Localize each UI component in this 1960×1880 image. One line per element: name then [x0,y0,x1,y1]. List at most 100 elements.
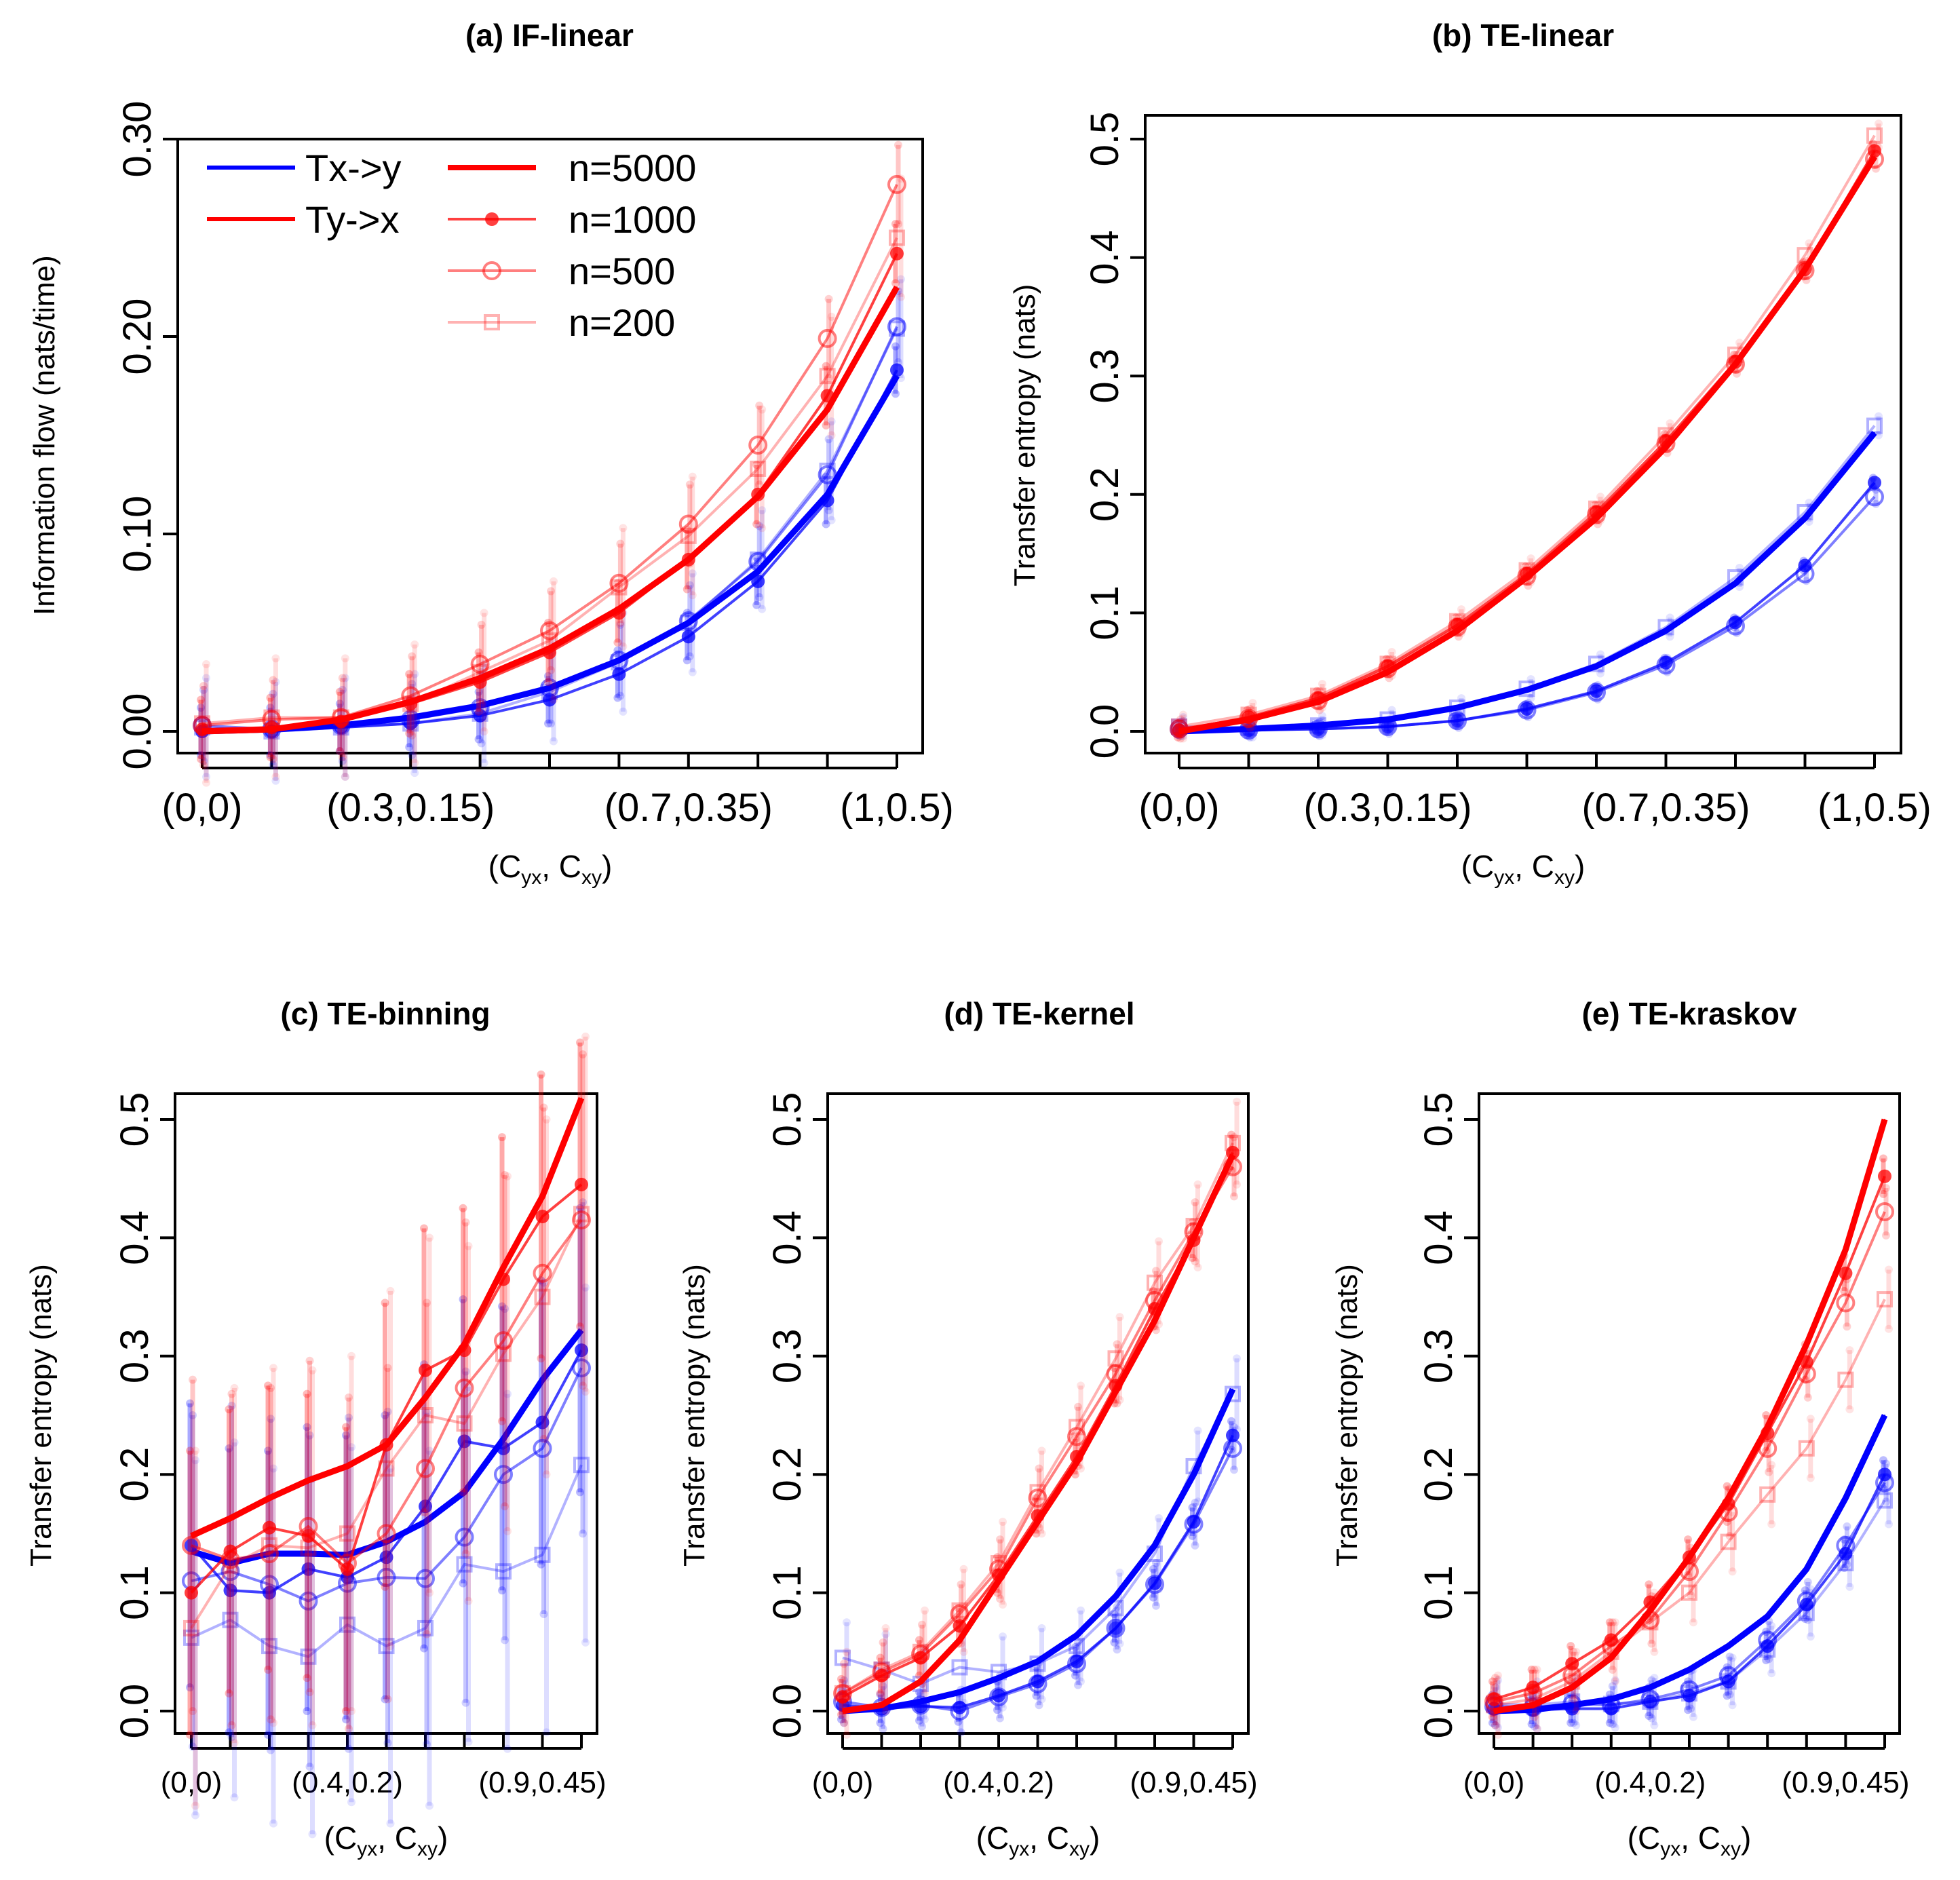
error-bar-cap [840,1676,848,1685]
series-Ty-x-n200 [1171,119,1883,743]
error-bar-cap [1875,431,1883,440]
error-bar-cap [1077,1464,1085,1473]
data-point [834,1649,851,1666]
data-point [229,1517,231,1519]
x-axis-label-part: , C [1029,1820,1069,1856]
data-point [1184,1514,1204,1534]
series-line [1178,158,1876,731]
error-bar-cap [1801,1340,1809,1349]
error-bar-cap [410,769,419,778]
data-point [1029,1484,1046,1501]
error-bar-cap [410,759,419,767]
error-bar-cap [338,756,347,765]
data-point [1378,717,1398,737]
data-point [819,462,836,479]
legend: Tx->y Ty->x n=5000 n=1000 n=500 n=200 [207,147,696,344]
error-bar-cap [1572,1721,1581,1729]
error-bar-cap [266,750,275,759]
data-point [1875,1473,1894,1493]
data-point [1240,706,1257,723]
data-point [1518,680,1535,697]
error-bar-cap [1494,1730,1502,1739]
data-point [1601,1695,1621,1715]
data-point [1720,1533,1737,1550]
error-bar-cap [1767,1461,1776,1470]
error-bar-cap [338,685,347,694]
error-bar-cap [1037,1529,1046,1538]
error-bar-cap [1605,1719,1614,1727]
error-bar-cap [581,1387,590,1396]
data-point [341,1562,354,1576]
error-bar-cap [824,435,833,444]
error-bar-cap [1805,517,1813,526]
data-point [541,1379,543,1381]
series-Tx-y-n5000 [1178,431,1877,735]
error-bar-cap [305,1762,314,1771]
error-bar-cap [921,1606,929,1615]
y-tick-label: 0.4 [765,1210,809,1265]
error-bar-cap [879,1638,887,1647]
error-bar-cap [1689,1559,1697,1567]
error-bar-cap [408,750,417,759]
error-bar-cap [1843,1322,1851,1331]
error-bar-cap [266,704,275,712]
data-point [1767,1615,1769,1617]
error-bar-cap [1526,578,1535,587]
series-Tx-y-n500 [182,1198,591,1771]
error-bar-cap [1567,1719,1575,1727]
error-bar-cap [1882,1459,1890,1468]
error-bar-cap [579,1381,587,1390]
data-point [873,1661,890,1678]
error-bar-cap [576,1038,584,1047]
error-bar-cap [843,1618,851,1627]
error-bar-cap [1735,339,1744,347]
error-bar-cap [619,642,628,651]
error-bar-cap [879,1725,887,1733]
x-tick-label: (0,0) [161,786,242,830]
data-point [473,675,487,689]
data-point [1683,1550,1696,1565]
series-line [841,1143,1234,1695]
error-bar-cap [824,506,833,515]
error-bar-cap [227,1733,236,1742]
error-bar-cap [1689,1712,1697,1721]
data-point [1796,247,1813,264]
series-Ty-x-n500 [833,1133,1242,1727]
error-bar-cap [1032,1663,1041,1672]
error-bar-cap [876,1719,885,1727]
error-bar-cap [1611,1618,1619,1627]
error-bar-cap [547,587,555,596]
series-Tx-y-n200 [1486,1472,1893,1733]
error-bar-cap [347,1443,356,1452]
data-point [1564,1673,1581,1690]
data-point [826,408,828,410]
error-bar-cap [881,1630,890,1638]
error-bar-cap [897,374,905,383]
data-point [1526,689,1528,691]
error-bar-cap [1885,1324,1893,1333]
error-bar-cap [1596,650,1604,659]
error-bar-cap [423,1630,431,1638]
data-point [1031,1509,1045,1523]
data-point [1689,1668,1690,1670]
error-bar-cap [1572,1707,1581,1715]
legend-sample [448,261,536,280]
error-bar-cap [474,707,483,716]
error-bar-cap [581,1283,590,1292]
data-point [757,571,759,573]
error-bar-cap [1647,1592,1656,1600]
error-bar-cap [537,1560,545,1569]
data-point [1517,567,1537,586]
y-tick-label: 0.2 [765,1447,809,1502]
panel-title: (c) TE-binning [280,996,490,1031]
error-bar-cap [1074,1638,1082,1647]
error-bar-cap [879,1682,887,1691]
data-point [261,1638,277,1655]
data-point [1798,1605,1815,1622]
y-tick-label: 0.5 [765,1092,809,1147]
data-point [419,1363,432,1377]
data-point [1587,683,1606,702]
x-axis-label-part: (C [324,1820,358,1856]
error-bar-cap [843,1730,851,1739]
error-bar-cap [227,1389,236,1398]
